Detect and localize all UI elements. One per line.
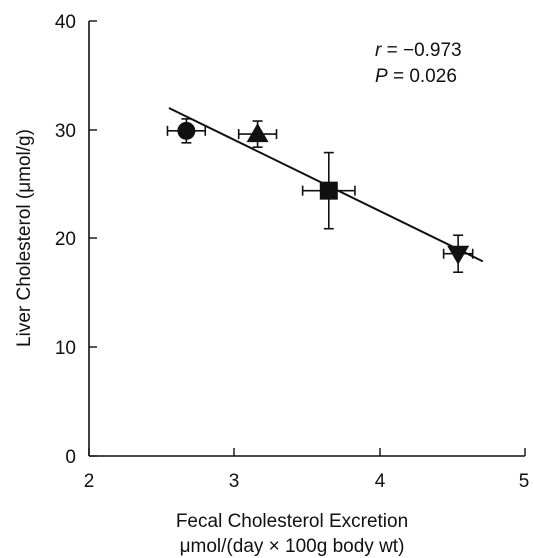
y-axis-title: Liver Cholesterol (μmol/g) <box>14 129 35 347</box>
y-tick-label: 20 <box>55 229 76 250</box>
data-point-triangle-up <box>246 123 269 143</box>
r-symbol: r <box>375 40 382 61</box>
data-point-square <box>319 181 338 200</box>
x-ticks: 2 3 4 5 <box>84 448 530 492</box>
x-tick-label: 5 <box>519 471 530 492</box>
y-tick-label: 0 <box>65 447 76 468</box>
data-point-triangle-down <box>447 245 470 265</box>
x-tick-label: 3 <box>229 471 240 492</box>
y-tick-label: 30 <box>55 121 76 142</box>
x-tick-label: 4 <box>375 471 386 492</box>
x-tick-label: 2 <box>84 471 95 492</box>
r-annotation: r = −0.973 <box>375 40 462 61</box>
y-tick-label: 10 <box>55 338 76 359</box>
p-symbol: P <box>375 66 388 87</box>
plot-area <box>166 107 484 274</box>
x-axis-title-line2: μmol/(day × 100g body wt) <box>180 536 405 557</box>
data-point-circle <box>177 121 196 140</box>
p-annotation: P = 0.026 <box>375 66 457 87</box>
y-tick-label: 40 <box>55 12 76 33</box>
x-axis-title-line1: Fecal Cholesterol Excretion <box>176 511 408 532</box>
y-ticks: 0 10 20 30 40 <box>55 12 97 468</box>
p-value: = 0.026 <box>388 66 457 87</box>
r-value: = −0.973 <box>381 40 461 61</box>
